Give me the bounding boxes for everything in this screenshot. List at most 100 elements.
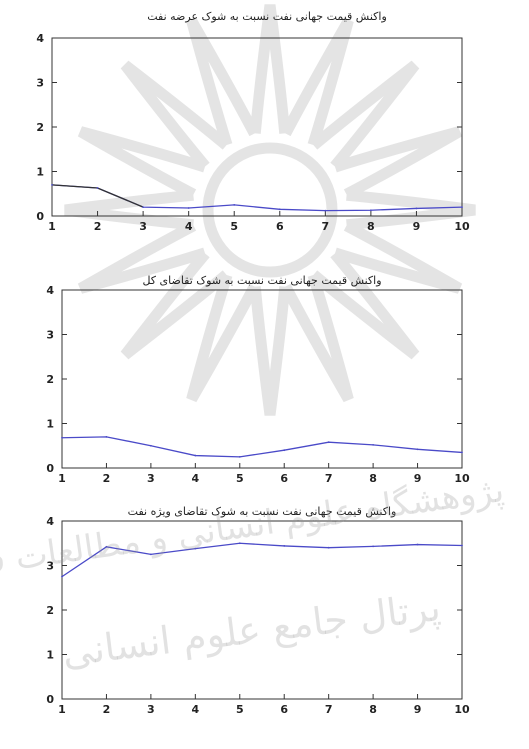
rosette-petal bbox=[280, 273, 354, 403]
data-point bbox=[142, 206, 145, 209]
y-tick-label: 2 bbox=[46, 373, 54, 386]
rosette-petal bbox=[310, 250, 420, 360]
data-point bbox=[61, 575, 63, 578]
data-point bbox=[283, 545, 286, 547]
y-tick-label: 0 bbox=[46, 462, 54, 475]
x-tick-label: 7 bbox=[325, 703, 333, 716]
x-tick-label: 9 bbox=[414, 703, 422, 716]
rosette-petal bbox=[333, 126, 463, 200]
x-tick-label: 1 bbox=[58, 703, 66, 716]
y-tick-label: 3 bbox=[46, 560, 54, 573]
series-line bbox=[61, 436, 463, 458]
y-tick-label: 1 bbox=[36, 166, 44, 179]
x-tick-label: 5 bbox=[236, 703, 244, 716]
chart-title: واکنش قیمت جهانی نفت نسبت به شوک تقاضای … bbox=[128, 505, 397, 518]
x-tick-label: 5 bbox=[230, 220, 238, 233]
x-tick-label: 9 bbox=[414, 472, 422, 485]
x-tick-label: 3 bbox=[139, 220, 147, 233]
data-point bbox=[461, 544, 463, 547]
chart-title: واکنش قیمت جهانی نفت نسبت به شوک عرضه نف… bbox=[147, 10, 387, 23]
y-tick-label: 4 bbox=[36, 32, 44, 45]
y-tick-label: 0 bbox=[36, 210, 44, 223]
x-tick-label: 2 bbox=[103, 472, 111, 485]
rosette-petal bbox=[310, 60, 420, 170]
rosette-watermark-icon bbox=[64, 4, 476, 416]
y-tick-label: 3 bbox=[36, 77, 44, 90]
data-point bbox=[372, 545, 375, 548]
charts-group: واکنش قیمت جهانی نفت نسبت به شوک عرضه نف… bbox=[36, 10, 470, 716]
data-point bbox=[105, 545, 108, 548]
rosette-petal bbox=[249, 4, 291, 134]
data-point bbox=[283, 449, 286, 452]
y-tick-label: 4 bbox=[46, 284, 54, 297]
data-point bbox=[461, 451, 463, 454]
data-point bbox=[233, 203, 236, 206]
data-point bbox=[61, 436, 63, 439]
rosette-petal bbox=[333, 220, 463, 294]
x-tick-label: 5 bbox=[236, 472, 244, 485]
data-point bbox=[369, 209, 372, 212]
y-tick-label: 2 bbox=[46, 604, 54, 617]
rosette-petal bbox=[346, 189, 476, 231]
data-point bbox=[415, 207, 418, 210]
data-point bbox=[278, 208, 281, 211]
y-tick-label: 2 bbox=[36, 121, 44, 134]
series-line bbox=[61, 542, 463, 578]
data-point bbox=[238, 455, 241, 458]
data-point bbox=[149, 553, 152, 556]
x-tick-label: 1 bbox=[58, 472, 66, 485]
data-point bbox=[416, 448, 419, 451]
chart-2: واکنش قیمت جهانی نفت نسبت به شوک تقاضای … bbox=[46, 274, 470, 485]
rosette-petal bbox=[77, 220, 207, 294]
x-tick-label: 2 bbox=[103, 703, 111, 716]
rosette-petal bbox=[77, 126, 207, 200]
x-tick-label: 10 bbox=[454, 703, 470, 716]
x-tick-label: 6 bbox=[280, 472, 288, 485]
x-tick-label: 4 bbox=[192, 703, 200, 716]
data-point bbox=[51, 183, 53, 186]
data-point bbox=[461, 206, 463, 209]
x-tick-label: 7 bbox=[325, 472, 333, 485]
x-tick-label: 3 bbox=[147, 472, 155, 485]
rosette-petal bbox=[64, 189, 194, 231]
rosette-petal bbox=[186, 17, 260, 147]
data-point bbox=[105, 435, 108, 438]
x-tick-label: 4 bbox=[185, 220, 193, 233]
y-tick-label: 1 bbox=[46, 418, 54, 431]
rosette-petal bbox=[186, 273, 260, 403]
y-tick-label: 3 bbox=[46, 329, 54, 342]
y-tick-label: 1 bbox=[46, 649, 54, 662]
x-tick-label: 10 bbox=[454, 472, 470, 485]
x-tick-label: 6 bbox=[280, 703, 288, 716]
data-point bbox=[194, 454, 197, 457]
rosette-petal bbox=[280, 17, 354, 147]
x-tick-label: 8 bbox=[367, 220, 375, 233]
x-tick-label: 3 bbox=[147, 703, 155, 716]
x-tick-label: 10 bbox=[454, 220, 470, 233]
data-point bbox=[187, 207, 190, 209]
data-point bbox=[149, 444, 152, 447]
data-point bbox=[372, 443, 375, 446]
x-tick-label: 7 bbox=[322, 220, 330, 233]
x-tick-label: 8 bbox=[369, 472, 377, 485]
data-point bbox=[327, 546, 330, 549]
x-tick-label: 2 bbox=[94, 220, 102, 233]
data-point bbox=[96, 187, 99, 189]
y-tick-label: 0 bbox=[46, 693, 54, 706]
rosette-petal bbox=[120, 60, 230, 170]
data-point bbox=[416, 543, 419, 546]
data-point bbox=[324, 209, 327, 212]
x-tick-label: 1 bbox=[48, 220, 56, 233]
x-tick-label: 4 bbox=[192, 472, 200, 485]
rosette-petal bbox=[120, 250, 230, 360]
plot-frame bbox=[61, 520, 463, 700]
x-tick-label: 6 bbox=[276, 220, 284, 233]
x-tick-label: 8 bbox=[369, 703, 377, 716]
data-point bbox=[327, 441, 330, 444]
chart-title: واکنش قیمت جهانی نفت نسبت به شوک تقاضای … bbox=[142, 274, 381, 287]
y-tick-label: 4 bbox=[46, 515, 54, 528]
data-point bbox=[238, 542, 241, 545]
data-point bbox=[194, 547, 197, 550]
x-tick-label: 9 bbox=[413, 220, 421, 233]
